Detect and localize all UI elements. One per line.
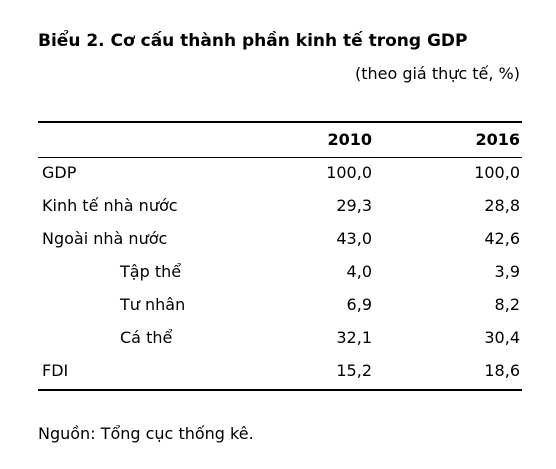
row-label: Tập thể (120, 262, 182, 281)
column-header: 2010 (327, 130, 372, 149)
cell-value: 15,2 (336, 361, 372, 380)
header-rule (38, 157, 522, 158)
top-rule (38, 121, 522, 123)
source: Nguồn: Tổng cục thống kê. (38, 424, 254, 443)
cell-value: 4,0 (346, 262, 372, 281)
cell-value: 42,6 (484, 229, 520, 248)
cell-value: 100,0 (326, 163, 372, 182)
row-label: FDI (42, 361, 69, 380)
cell-value: 29,3 (336, 196, 372, 215)
cell-value: 6,9 (346, 295, 372, 314)
cell-value: 43,0 (336, 229, 372, 248)
title: Biểu 2. Cơ cấu thành phần kinh tế trong … (38, 31, 468, 51)
cell-value: 30,4 (484, 328, 520, 347)
bottom-rule (38, 389, 522, 391)
cell-value: 28,8 (484, 196, 520, 215)
subtitle: (theo giá thực tế, %) (354, 64, 520, 83)
cell-value: 18,6 (484, 361, 520, 380)
column-header: 2016 (475, 130, 520, 149)
row-label: Cá thể (120, 328, 173, 347)
row-label: Ngoài nhà nước (42, 229, 168, 248)
row-label: GDP (42, 163, 77, 182)
row-label: Kinh tế nhà nước (42, 196, 178, 215)
cell-value: 32,1 (336, 328, 372, 347)
cell-value: 8,2 (494, 295, 520, 314)
cell-value: 100,0 (474, 163, 520, 182)
cell-value: 3,9 (494, 262, 520, 281)
row-label: Tư nhân (120, 295, 186, 314)
